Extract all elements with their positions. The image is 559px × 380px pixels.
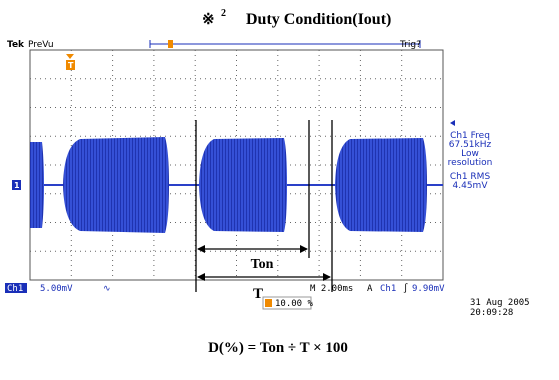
coupling: ∿ (103, 284, 111, 294)
channel: Ch1 (7, 284, 23, 294)
ton-label: Ton (251, 257, 274, 272)
period-label: T (253, 286, 263, 302)
screenshot: ※ 2 Duty Condition(Iout) Tek PreVu Trig?… (0, 0, 559, 380)
record-bracket (150, 40, 420, 48)
brand: Tek (7, 40, 25, 50)
trigger-mode: A (367, 284, 373, 294)
burst (63, 137, 169, 233)
formula: D(%) = Ton ÷ T × 100 (208, 340, 348, 356)
level-arrow (450, 120, 455, 126)
trigger-marker: T (68, 61, 74, 70)
volts-per-div: 5.00mV (40, 284, 73, 294)
time: 20:09:28 (470, 308, 513, 318)
burst (30, 142, 44, 228)
trigger-position: 10.00 % (275, 299, 314, 309)
title: Duty Condition(Iout) (246, 11, 391, 28)
title-mark: ※ (202, 12, 215, 28)
trigger-channel: Ch1 (380, 284, 396, 294)
trigger-status: Trig? (399, 40, 421, 50)
waveform (30, 137, 427, 233)
mode: PreVu (28, 40, 54, 50)
trigger-level: 9.90mV (412, 284, 445, 294)
burst (199, 138, 287, 232)
readout-line: 4.45mV (453, 181, 489, 191)
view-marker (168, 40, 173, 48)
burst (335, 138, 427, 232)
title-superscript: 2 (221, 8, 226, 19)
timebase: M 2.00ms (310, 284, 353, 294)
page: ※ 2 Duty Condition(Iout) Tek PreVu Trig?… (0, 0, 559, 380)
position-icon (265, 299, 272, 307)
trigger-slope: ∫ (403, 283, 408, 294)
channel-marker: 1 (14, 181, 20, 190)
date: 31 Aug 2005 (470, 298, 530, 308)
readout-line: resolution (448, 158, 493, 168)
